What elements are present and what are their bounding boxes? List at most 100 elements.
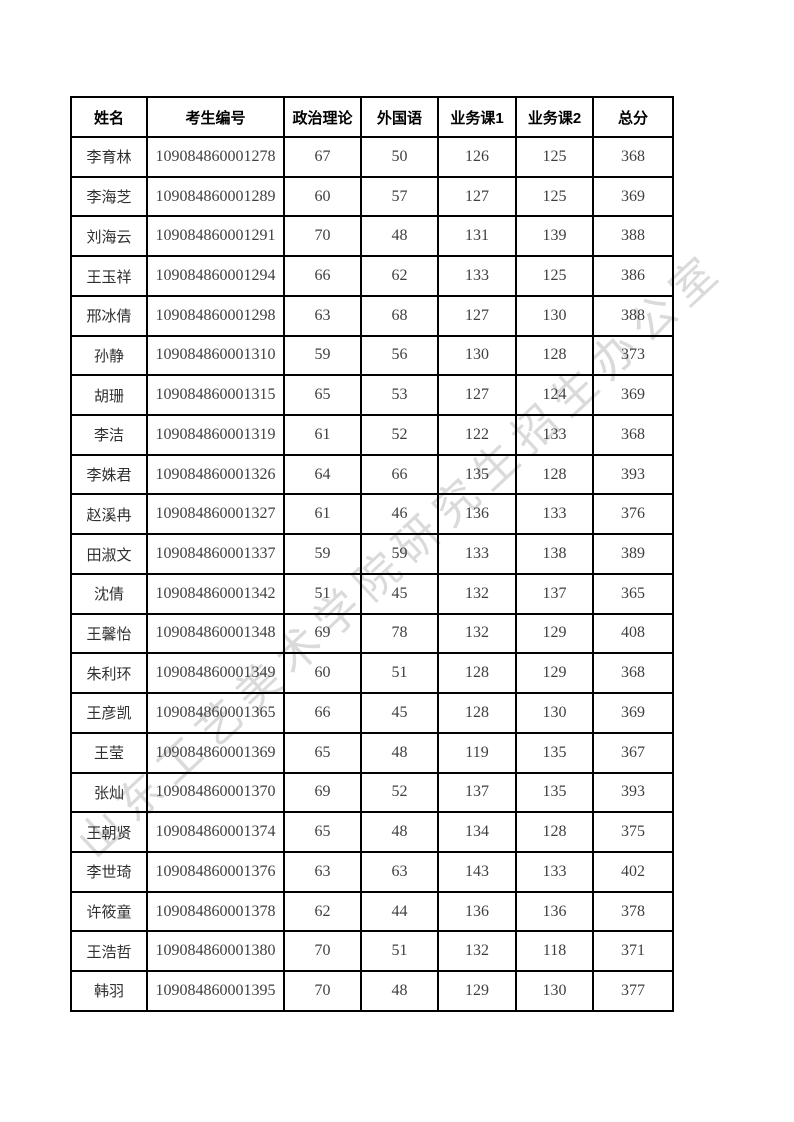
cell-name: 田淑文 <box>70 533 148 575</box>
table-row: 许筱童 109084860001378 62 44 136 136 378 <box>70 890 674 933</box>
table-row: 王莹 109084860001369 65 48 119 135 367 <box>70 731 674 774</box>
cell-name: 王莹 <box>70 731 148 774</box>
cell-course2: 118 <box>515 930 594 973</box>
table-row: 朱利环 109084860001349 60 51 128 129 368 <box>70 652 674 695</box>
cell-total: 367 <box>592 731 674 774</box>
cell-political-theory: 59 <box>283 533 362 575</box>
cell-course1: 133 <box>437 255 517 297</box>
cell-name: 朱利环 <box>70 652 148 695</box>
cell-name: 李世琦 <box>70 850 148 893</box>
cell-course1: 134 <box>437 811 517 853</box>
cell-political-theory: 69 <box>283 612 362 655</box>
table-row: 刘海云 109084860001291 70 48 131 139 388 <box>70 215 674 258</box>
header-cell-foreign-language: 外国语 <box>360 96 439 138</box>
cell-candidate-id: 109084860001310 <box>146 334 285 377</box>
cell-course1: 135 <box>437 453 517 496</box>
cell-foreign-language: 51 <box>360 930 439 973</box>
cell-candidate-id: 109084860001291 <box>146 215 285 258</box>
cell-political-theory: 70 <box>283 970 362 1012</box>
cell-political-theory: 63 <box>283 294 362 337</box>
cell-political-theory: 60 <box>283 652 362 695</box>
cell-course2: 135 <box>515 771 594 814</box>
cell-course2: 137 <box>515 572 594 615</box>
cell-course1: 137 <box>437 771 517 814</box>
cell-total: 376 <box>592 493 674 536</box>
cell-course1: 132 <box>437 612 517 655</box>
table-row: 王朝贤 109084860001374 65 48 134 128 375 <box>70 811 674 853</box>
cell-name: 王玉祥 <box>70 255 148 297</box>
table-row: 李海芝 109084860001289 60 57 127 125 369 <box>70 175 674 218</box>
cell-course1: 130 <box>437 334 517 377</box>
table-row: 邢冰倩 109084860001298 63 68 127 130 388 <box>70 294 674 337</box>
table-row: 王彦凯 109084860001365 66 45 128 130 369 <box>70 692 674 734</box>
cell-name: 许筱童 <box>70 890 148 933</box>
cell-course1: 136 <box>437 493 517 536</box>
cell-name: 韩羽 <box>70 970 148 1012</box>
cell-foreign-language: 44 <box>360 890 439 933</box>
cell-candidate-id: 109084860001369 <box>146 731 285 774</box>
cell-candidate-id: 109084860001319 <box>146 414 285 456</box>
cell-course2: 135 <box>515 731 594 774</box>
cell-course2: 139 <box>515 215 594 258</box>
table-row: 韩羽 109084860001395 70 48 129 130 377 <box>70 970 674 1012</box>
cell-candidate-id: 109084860001378 <box>146 890 285 933</box>
cell-political-theory: 67 <box>283 136 362 178</box>
cell-total: 375 <box>592 811 674 853</box>
table-row: 王浩哲 109084860001380 70 51 132 118 371 <box>70 930 674 973</box>
cell-course1: 126 <box>437 136 517 178</box>
cell-total: 408 <box>592 612 674 655</box>
header-cell-political-theory: 政治理论 <box>283 96 362 138</box>
cell-political-theory: 60 <box>283 175 362 218</box>
cell-candidate-id: 109084860001326 <box>146 453 285 496</box>
cell-total: 378 <box>592 890 674 933</box>
cell-candidate-id: 109084860001370 <box>146 771 285 814</box>
table-row: 王玉祥 109084860001294 66 62 133 125 386 <box>70 255 674 297</box>
cell-course1: 132 <box>437 930 517 973</box>
cell-foreign-language: 46 <box>360 493 439 536</box>
cell-political-theory: 70 <box>283 930 362 973</box>
cell-name: 沈倩 <box>70 572 148 615</box>
cell-foreign-language: 48 <box>360 970 439 1012</box>
table-row: 王馨怡 109084860001348 69 78 132 129 408 <box>70 612 674 655</box>
table-row: 胡珊 109084860001315 65 53 127 124 369 <box>70 374 674 417</box>
cell-name: 邢冰倩 <box>70 294 148 337</box>
cell-foreign-language: 53 <box>360 374 439 417</box>
cell-political-theory: 66 <box>283 255 362 297</box>
cell-name: 王朝贤 <box>70 811 148 853</box>
cell-name: 胡珊 <box>70 374 148 417</box>
cell-candidate-id: 109084860001342 <box>146 572 285 615</box>
header-cell-name: 姓名 <box>70 96 148 138</box>
cell-foreign-language: 59 <box>360 533 439 575</box>
cell-political-theory: 65 <box>283 811 362 853</box>
cell-candidate-id: 109084860001395 <box>146 970 285 1012</box>
cell-course2: 125 <box>515 255 594 297</box>
cell-total: 368 <box>592 136 674 178</box>
cell-course1: 131 <box>437 215 517 258</box>
cell-political-theory: 66 <box>283 692 362 734</box>
cell-political-theory: 70 <box>283 215 362 258</box>
cell-political-theory: 65 <box>283 731 362 774</box>
table-row: 孙静 109084860001310 59 56 130 128 373 <box>70 334 674 377</box>
cell-political-theory: 59 <box>283 334 362 377</box>
cell-foreign-language: 68 <box>360 294 439 337</box>
cell-name: 张灿 <box>70 771 148 814</box>
cell-total: 369 <box>592 374 674 417</box>
cell-course1: 119 <box>437 731 517 774</box>
cell-course2: 133 <box>515 850 594 893</box>
cell-foreign-language: 52 <box>360 771 439 814</box>
cell-foreign-language: 63 <box>360 850 439 893</box>
cell-name: 李洁 <box>70 414 148 456</box>
cell-total: 371 <box>592 930 674 973</box>
cell-name: 刘海云 <box>70 215 148 258</box>
table-row: 李姝君 109084860001326 64 66 135 128 393 <box>70 453 674 496</box>
table-row: 沈倩 109084860001342 51 45 132 137 365 <box>70 572 674 615</box>
cell-foreign-language: 48 <box>360 215 439 258</box>
cell-course1: 129 <box>437 970 517 1012</box>
cell-political-theory: 65 <box>283 374 362 417</box>
table-row: 李世琦 109084860001376 63 63 143 133 402 <box>70 850 674 893</box>
cell-political-theory: 51 <box>283 572 362 615</box>
cell-total: 389 <box>592 533 674 575</box>
cell-course1: 127 <box>437 294 517 337</box>
cell-name: 赵溪冉 <box>70 493 148 536</box>
cell-foreign-language: 78 <box>360 612 439 655</box>
